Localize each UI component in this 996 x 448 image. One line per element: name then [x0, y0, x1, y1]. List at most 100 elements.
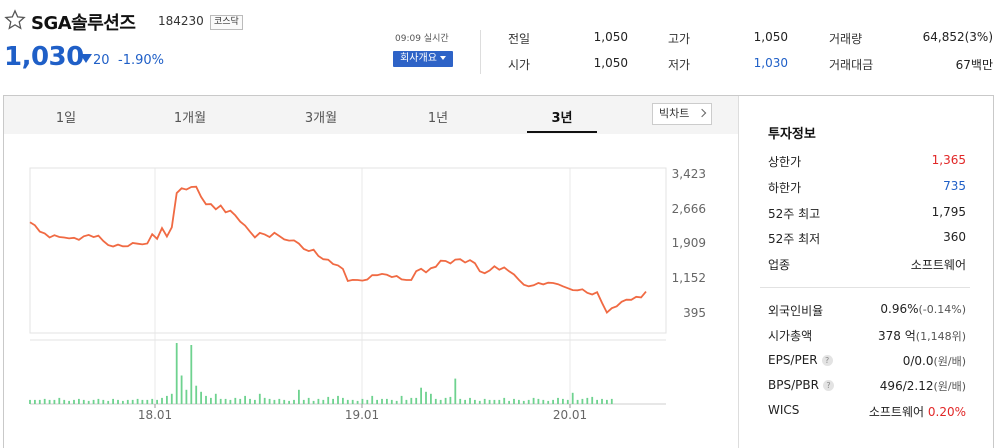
volume-bar: [366, 399, 369, 404]
quote-value-high: 1,050: [753, 30, 788, 44]
volume-bar: [278, 398, 281, 404]
tab-3month[interactable]: 3개월: [304, 111, 338, 126]
y-tick-label: 2,666: [672, 202, 706, 216]
volume-bar: [190, 345, 193, 404]
volume-bar: [400, 395, 403, 404]
quote-value-open: 1,050: [593, 56, 628, 70]
volume-bar: [522, 400, 525, 404]
volume-bar: [63, 399, 66, 404]
volume-bar: [161, 397, 163, 404]
quote-label-open: 시가: [508, 58, 531, 72]
foreign-ratio-value: 0.96%(-0.14%): [880, 302, 966, 316]
volume-bar: [542, 399, 545, 404]
divider: [480, 30, 481, 74]
company-overview-label: 회사개요: [400, 53, 437, 64]
company-overview-button[interactable]: 회사개요: [393, 51, 453, 67]
volume-bar: [498, 399, 501, 404]
big-chart-button[interactable]: 빅차트: [652, 103, 712, 125]
chart-panel: [3, 95, 994, 448]
volume-bar: [405, 399, 408, 404]
volume-bar: [395, 400, 398, 404]
down-arrow-icon: [80, 54, 92, 63]
wics-rate: 0.20%: [927, 405, 966, 419]
volume-bar: [610, 398, 613, 404]
volume-bar: [53, 399, 56, 404]
tab-1day[interactable]: 1일: [55, 111, 77, 126]
help-icon[interactable]: ?: [821, 355, 833, 366]
volume-bar: [361, 398, 364, 404]
volume-bar: [386, 398, 388, 404]
volume-bar: [254, 399, 256, 404]
volume-bar: [547, 400, 550, 404]
price-change-rate: -1.90%: [118, 53, 164, 68]
volume-bar: [122, 400, 124, 404]
price-line: [29, 185, 647, 315]
y-tick-label: 3,423: [672, 167, 706, 181]
volume-bar: [410, 397, 413, 404]
volume-bar: [527, 399, 530, 404]
volume-bar: [263, 397, 266, 404]
volume-bar: [224, 398, 227, 404]
volume-bar: [78, 398, 80, 404]
help-icon[interactable]: ?: [822, 380, 834, 391]
eps-per-number: 0/0.0: [902, 354, 934, 368]
price-chart[interactable]: 3,423 2,666 1,909 1,152 395 18.01 19.01 20.01: [0, 0, 740, 448]
volume-bar: [102, 399, 105, 404]
wics-sector[interactable]: 소프트웨어: [868, 405, 925, 419]
volume-bar: [562, 398, 564, 404]
quote-value-low: 1,030: [753, 56, 788, 70]
tab-1month[interactable]: 1개월: [173, 111, 207, 126]
volume-bar: [229, 399, 232, 404]
volume-bar: [356, 400, 359, 404]
volume-bar: [518, 399, 520, 404]
big-chart-label: 빅차트: [659, 107, 690, 120]
volume-bar: [117, 399, 119, 404]
52w-high-label: 52주 최고: [768, 207, 821, 221]
volume-bar: [29, 399, 31, 404]
volume-bar: [151, 398, 154, 404]
volume-bar: [175, 343, 178, 404]
market-cap-label: 시가총액: [768, 329, 813, 343]
favorite-star-icon[interactable]: [4, 9, 26, 31]
volume-bar: [415, 397, 418, 404]
volume-bar: [185, 389, 188, 404]
quote-label-low: 저가: [668, 58, 691, 72]
volume-bar: [288, 400, 290, 404]
tab-3year[interactable]: 3년: [551, 111, 573, 126]
volume-bar: [459, 398, 462, 404]
y-tick-label: 1,152: [672, 271, 706, 285]
lower-limit-value: 735: [943, 179, 966, 193]
volume-bar: [591, 396, 594, 404]
volume-bar: [298, 389, 300, 404]
volume-bar: [537, 398, 540, 404]
volume-bar: [317, 398, 320, 404]
industry-value[interactable]: 소프트웨어: [910, 258, 966, 272]
volume-bar: [552, 399, 554, 404]
volume-bar: [513, 398, 515, 404]
volume-bar: [283, 399, 286, 404]
volume-bar: [180, 375, 183, 404]
volume-bar: [488, 399, 491, 404]
y-tick-label: 395: [683, 306, 706, 320]
bps-pbr-value: 496/2.12(원/배): [880, 378, 966, 394]
volume-bar: [146, 399, 149, 404]
volume-bar: [239, 398, 242, 404]
volume-bar: [566, 399, 569, 404]
volume-bar: [195, 385, 198, 404]
volume-bar: [48, 399, 51, 404]
52w-low-label: 52주 최저: [768, 232, 821, 246]
info-separator: [760, 287, 970, 288]
volume-bar: [444, 397, 447, 404]
volume-bar: [376, 399, 378, 404]
market-cap-number: 378 억: [878, 329, 916, 343]
volume-bar: [82, 399, 85, 404]
volume-bar: [493, 399, 496, 404]
volume-bar: [312, 400, 315, 404]
tab-1year[interactable]: 1년: [427, 111, 449, 126]
volume-bars: [29, 343, 613, 404]
quote-label-high: 고가: [668, 32, 691, 46]
volume-bar: [557, 397, 559, 404]
quote-value-amount: 67백만: [955, 58, 993, 72]
volume-bar: [268, 398, 271, 404]
volume-bar: [38, 399, 41, 404]
